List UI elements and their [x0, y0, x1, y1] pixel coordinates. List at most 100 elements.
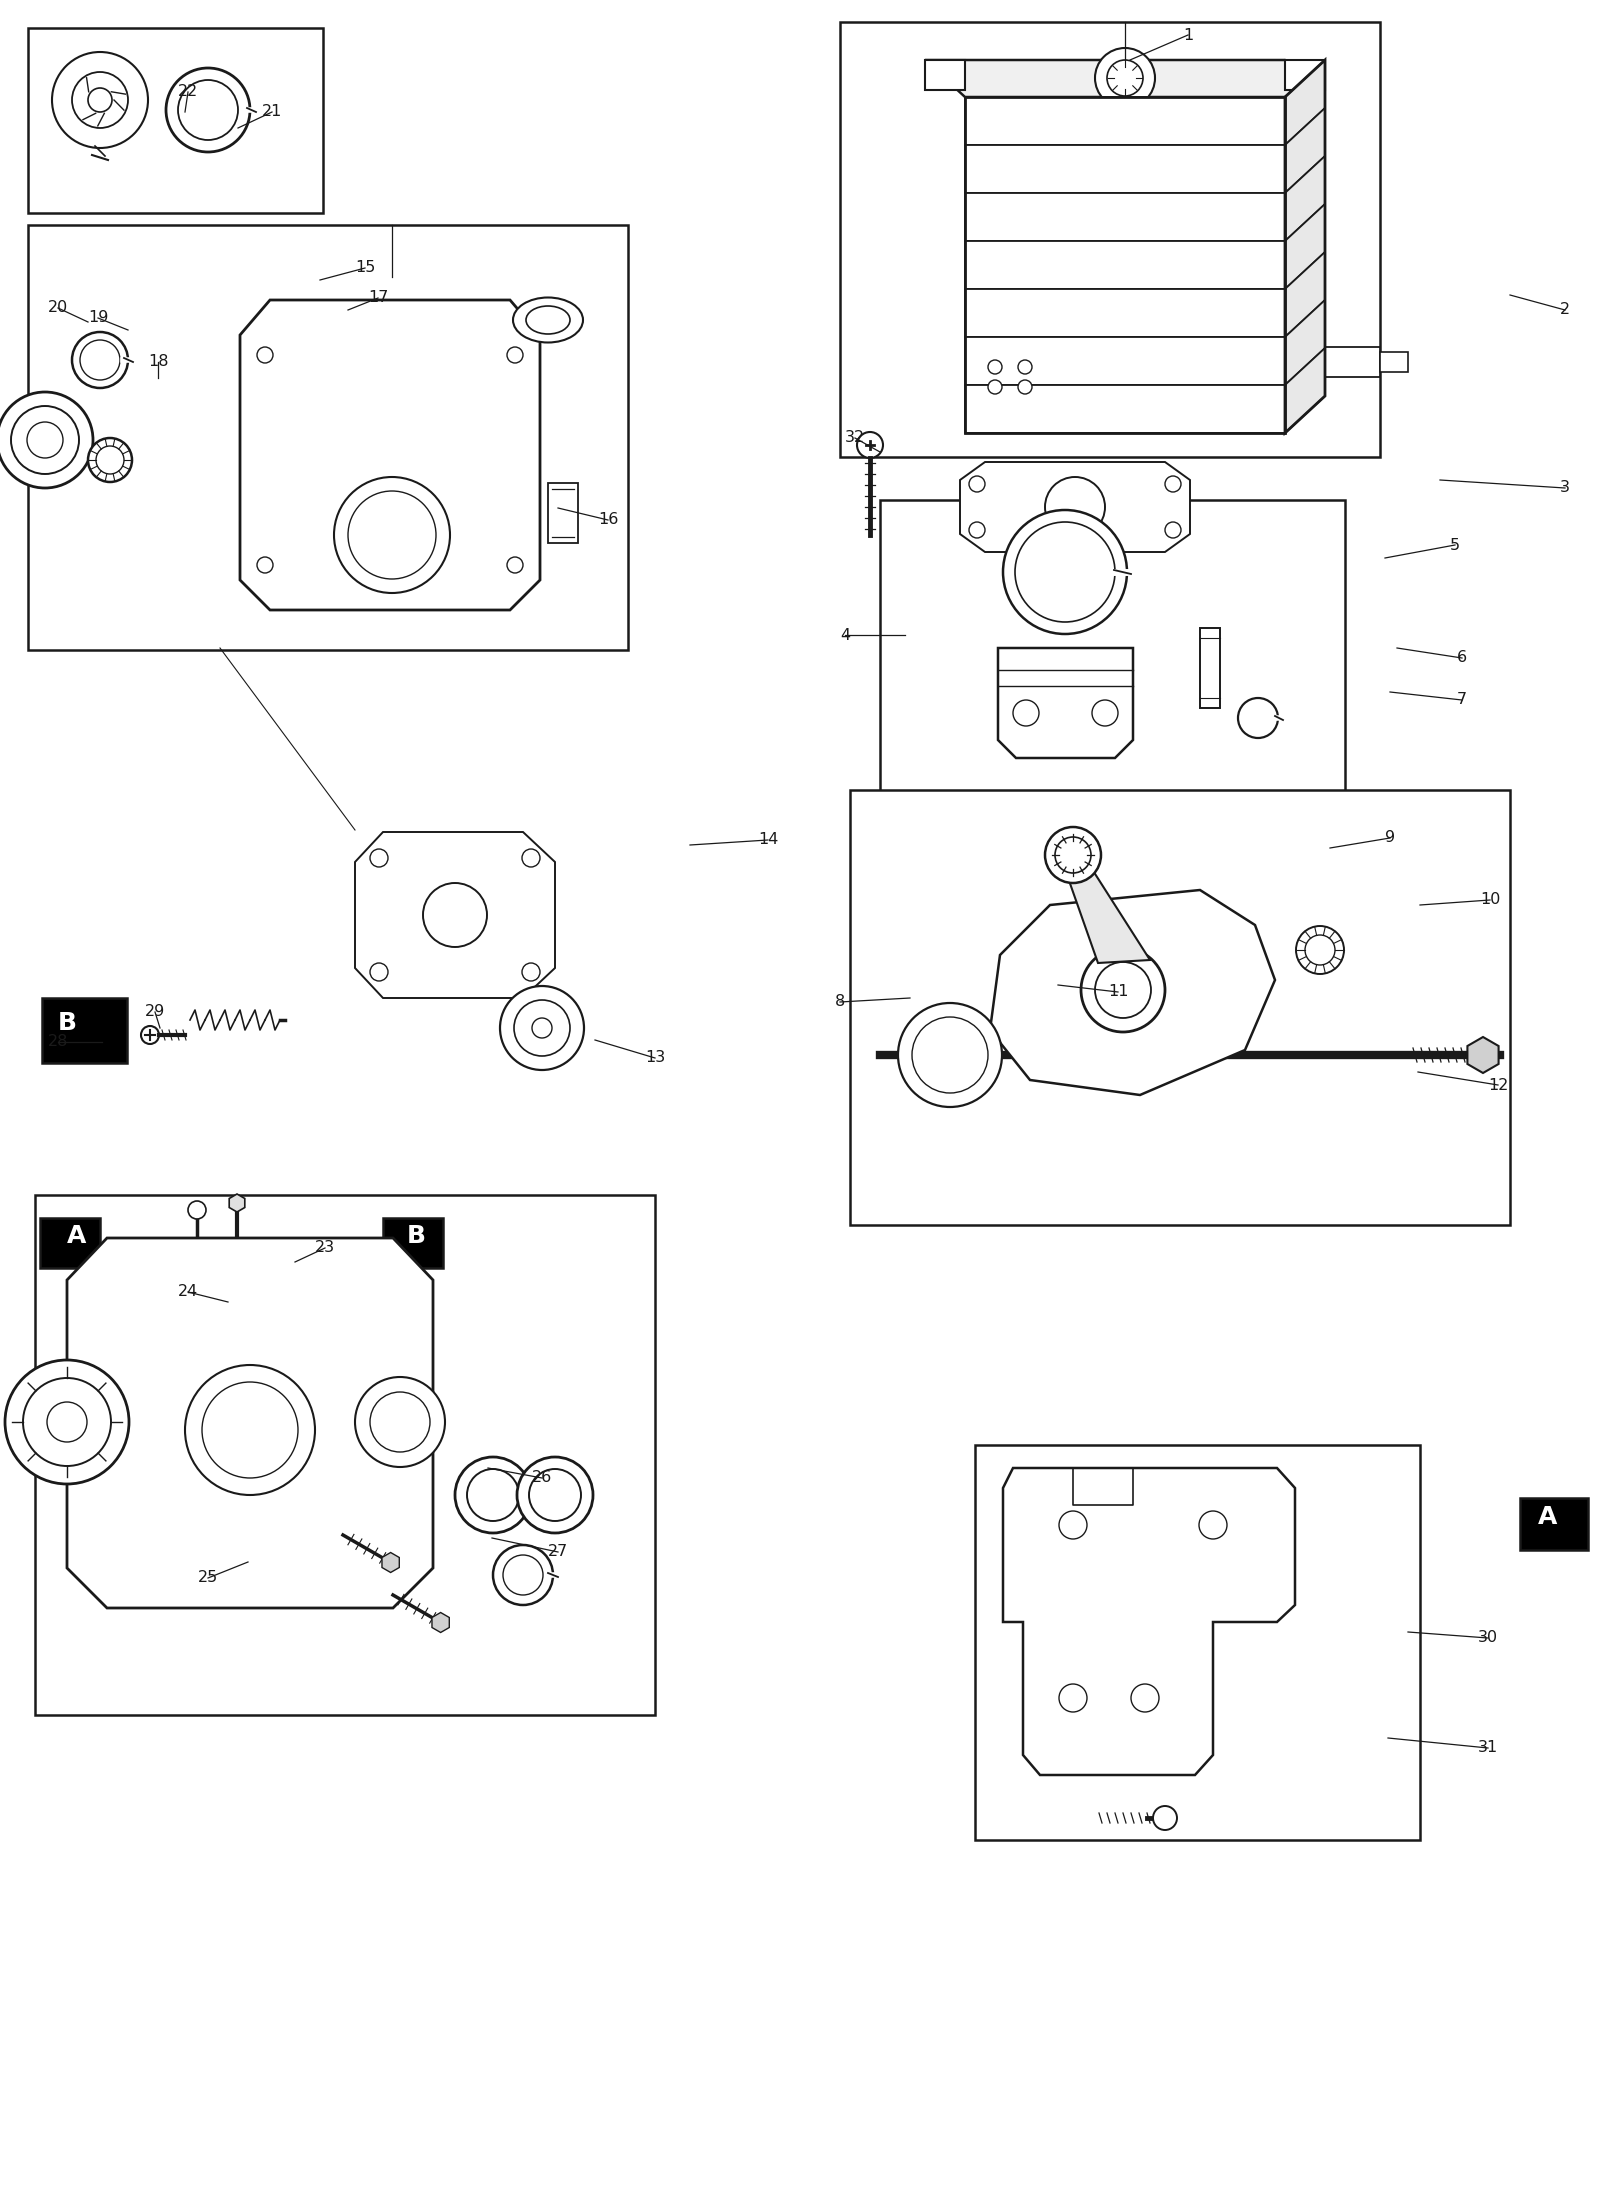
Circle shape	[166, 68, 250, 152]
Circle shape	[467, 1469, 518, 1522]
Bar	[35, 1194, 654, 1715]
Polygon shape	[998, 649, 1133, 759]
Text: 32: 32	[845, 431, 866, 446]
Polygon shape	[965, 288, 1285, 336]
Circle shape	[1094, 961, 1150, 1018]
Polygon shape	[925, 59, 965, 90]
Circle shape	[1059, 1684, 1086, 1713]
Bar	[1200, 629, 1221, 708]
Polygon shape	[1285, 299, 1325, 385]
Text: 22: 22	[178, 84, 198, 99]
Text: 24: 24	[178, 1284, 198, 1300]
Circle shape	[499, 985, 584, 1071]
Bar	[850, 789, 1510, 1225]
Circle shape	[858, 431, 883, 457]
Circle shape	[1296, 926, 1344, 974]
Bar	[328, 299, 456, 330]
Text: B: B	[58, 1012, 77, 1036]
Text: 5: 5	[1450, 537, 1461, 552]
Bar	[1520, 1498, 1587, 1550]
Text: 3: 3	[1560, 482, 1570, 495]
Polygon shape	[990, 891, 1275, 1095]
Circle shape	[1198, 1511, 1227, 1539]
Circle shape	[493, 1546, 554, 1605]
Bar	[330, 376, 454, 515]
Text: 8: 8	[835, 994, 845, 1009]
Text: 26: 26	[531, 1471, 552, 1487]
Circle shape	[1107, 59, 1142, 97]
Text: 7: 7	[1458, 693, 1467, 708]
Circle shape	[1018, 361, 1032, 374]
Text: 15: 15	[355, 259, 374, 275]
Circle shape	[1054, 838, 1091, 873]
Polygon shape	[965, 336, 1285, 385]
Polygon shape	[965, 242, 1285, 288]
Polygon shape	[1003, 1469, 1294, 1775]
Circle shape	[522, 963, 541, 981]
Text: 1: 1	[1182, 29, 1194, 42]
Text: 9: 9	[1386, 831, 1395, 844]
Text: 21: 21	[262, 106, 282, 119]
Polygon shape	[1285, 253, 1325, 336]
Circle shape	[912, 1016, 989, 1093]
Circle shape	[1014, 521, 1115, 622]
Circle shape	[72, 73, 128, 128]
Text: 29: 29	[146, 1005, 165, 1020]
Polygon shape	[965, 194, 1285, 242]
Bar	[547, 484, 578, 543]
Bar	[974, 1445, 1421, 1841]
Polygon shape	[1467, 1038, 1499, 1073]
Circle shape	[970, 521, 986, 539]
Text: 27: 27	[547, 1544, 568, 1559]
Circle shape	[186, 1366, 315, 1495]
Text: 23: 23	[315, 1240, 334, 1256]
Text: B: B	[406, 1225, 426, 1249]
Bar	[42, 998, 126, 1062]
Polygon shape	[1285, 59, 1325, 145]
Polygon shape	[965, 145, 1285, 194]
Circle shape	[80, 341, 120, 380]
Bar	[1325, 347, 1379, 376]
Circle shape	[370, 849, 387, 866]
Circle shape	[1154, 1805, 1178, 1830]
Circle shape	[1165, 475, 1181, 493]
Text: 4: 4	[840, 627, 850, 642]
Circle shape	[178, 79, 238, 141]
Circle shape	[72, 332, 128, 387]
Circle shape	[507, 347, 523, 363]
Circle shape	[1059, 1511, 1086, 1539]
Polygon shape	[960, 462, 1190, 552]
Polygon shape	[355, 831, 555, 998]
Circle shape	[1082, 948, 1165, 1031]
Polygon shape	[240, 299, 541, 609]
Text: 17: 17	[368, 290, 389, 306]
Circle shape	[517, 1458, 594, 1533]
Text: 6: 6	[1458, 651, 1467, 666]
Bar	[974, 345, 1054, 402]
Polygon shape	[1285, 108, 1325, 194]
Bar	[1379, 352, 1408, 372]
Circle shape	[989, 361, 1002, 374]
Text: 18: 18	[147, 354, 168, 369]
Text: 19: 19	[88, 310, 109, 325]
Circle shape	[1306, 935, 1334, 965]
Circle shape	[22, 1379, 110, 1467]
Text: A: A	[1538, 1504, 1557, 1528]
Text: 20: 20	[48, 301, 69, 314]
Circle shape	[1018, 380, 1032, 394]
Bar	[40, 1218, 99, 1269]
Circle shape	[989, 380, 1002, 394]
Polygon shape	[965, 385, 1285, 433]
Circle shape	[189, 1201, 206, 1218]
Circle shape	[334, 477, 450, 594]
Circle shape	[507, 556, 523, 574]
Polygon shape	[1285, 347, 1325, 433]
Circle shape	[202, 1381, 298, 1478]
Ellipse shape	[514, 297, 582, 343]
Circle shape	[1013, 699, 1038, 726]
Polygon shape	[229, 1194, 245, 1212]
Circle shape	[454, 1458, 531, 1533]
Circle shape	[370, 1392, 430, 1451]
Ellipse shape	[526, 306, 570, 334]
Circle shape	[1131, 1684, 1158, 1713]
